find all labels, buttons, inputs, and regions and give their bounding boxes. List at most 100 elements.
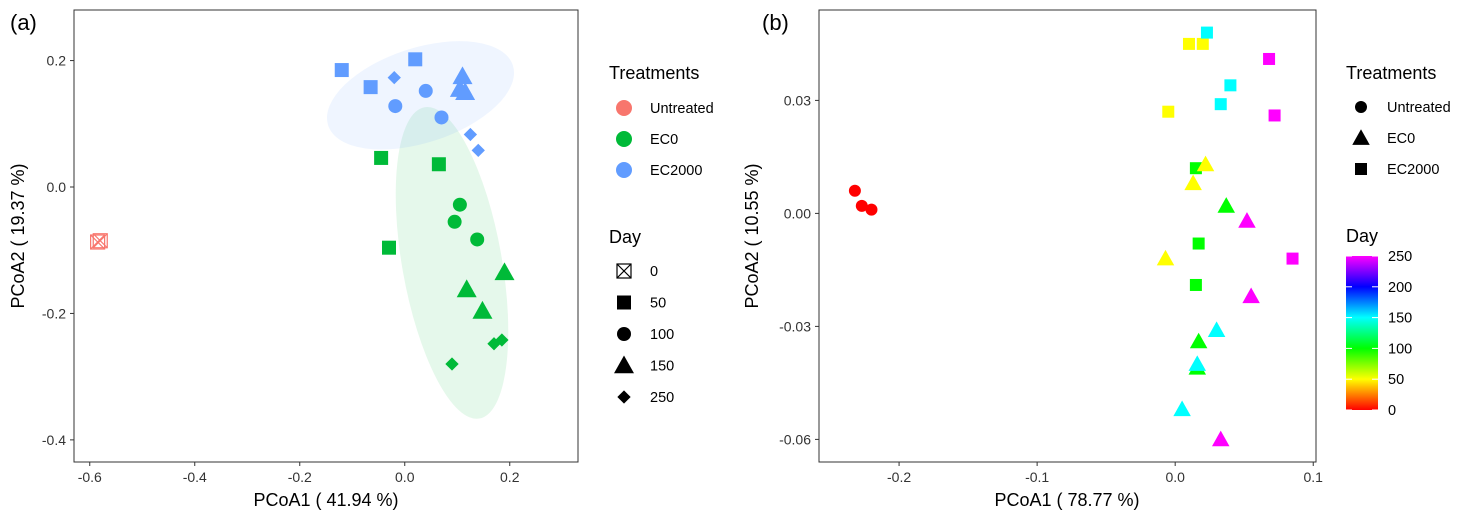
data-point-ec2000-day150 [1200, 26, 1213, 39]
data-point-ec2000-day100 [1189, 278, 1202, 291]
panel-b-x-tick-label: -0.2 [887, 469, 911, 485]
panel-a-label: (a) [10, 10, 37, 35]
data-point-ec0-day150 [1173, 400, 1191, 417]
data-point-ec2000-day250 [471, 143, 485, 157]
data-point-ec2000-day250 [1263, 52, 1276, 65]
panel-b-legend-treatments-title: Treatments [1346, 63, 1436, 83]
panel-a-y-ticks: -0.4 -0.2 0.0 0.2 [42, 53, 74, 448]
legend-key-untreated [616, 100, 632, 116]
data-point-ec2000-day150 [1214, 98, 1227, 111]
panel-b-y-tick-label: 0.00 [784, 205, 811, 221]
panel-a-x-tick-label: -0.4 [183, 469, 207, 485]
panel-a-legend-treatments-title: Treatments [609, 63, 699, 83]
colorbar-label-200: 200 [1388, 280, 1412, 296]
legend-label-ec2000: EC2000 [650, 163, 702, 179]
data-point-ec0-day150 [1188, 355, 1207, 371]
legend-label-ec0: EC0 [1387, 131, 1415, 147]
legend-label-day-150: 150 [650, 359, 674, 375]
panel-a-legend-day-title: Day [609, 227, 641, 247]
data-point-ec0-day250 [487, 337, 501, 351]
data-point-ec2000-day150 [1224, 79, 1237, 92]
legend-label-day-50: 50 [650, 296, 666, 312]
panel-b-x-tick-label: -0.1 [1025, 469, 1049, 485]
ellipse-ec0 [395, 106, 509, 419]
panel-b-y-tick-label: -0.06 [779, 431, 811, 447]
data-point-ec0-day150 [1207, 321, 1226, 337]
data-point-ec0-day50 [382, 240, 396, 255]
panel-b-legend-day-title: Day [1346, 226, 1378, 246]
colorbar-label-250: 250 [1388, 249, 1412, 265]
panel-a-y-tick-label: 0.0 [47, 179, 67, 195]
legend-label-untreated: Untreated [650, 101, 714, 117]
panel-b-points [848, 26, 1299, 447]
data-point-ec0-day100 [470, 232, 485, 247]
data-point-ec0-day250 [495, 333, 509, 347]
data-point-ec2000-day150 [452, 66, 473, 85]
legend-label-untreated: Untreated [1387, 100, 1451, 116]
data-point-ec2000-day250 [1286, 252, 1299, 265]
colorbar-label-150: 150 [1388, 311, 1412, 327]
data-point-ec2000-day50 [1196, 37, 1209, 50]
legend-key-day-150 [614, 355, 634, 374]
data-point-ec0-day100 [452, 197, 467, 212]
legend-label-day-100: 100 [650, 327, 674, 343]
data-point-ec2000-day50 [334, 63, 349, 78]
panel-a-x-axis-title: PCoA1 ( 41.94 %) [253, 490, 398, 510]
data-point-ec0-day100 [1189, 332, 1208, 349]
panel-a-y-tick-label: 0.2 [47, 53, 67, 69]
legend-key-day-250 [617, 390, 631, 404]
legend-key-day-50 [617, 295, 631, 310]
panel-b-x-tick-label: 0.1 [1304, 469, 1324, 485]
panel-a-y-tick-label: -0.2 [42, 305, 66, 321]
panel-b-legend: Treatments Untreated EC0 EC2000 Day 0 50 100… [1346, 63, 1451, 419]
panel-b-x-ticks: -0.2 -0.1 0.0 0.1 [887, 462, 1323, 485]
legend-label-ec2000: EC2000 [1387, 162, 1439, 178]
data-point-ec2000-day100 [418, 83, 433, 98]
data-point-ec2000-day50 [1162, 105, 1175, 118]
data-point-ec0-day50 [374, 150, 389, 165]
panel-a-x-tick-label: -0.6 [78, 469, 102, 485]
legend-key-ec2000 [616, 162, 632, 178]
panel-a-points [90, 52, 515, 371]
data-point-ec0-day50 [1156, 249, 1175, 266]
legend-key-ec0 [616, 131, 632, 147]
data-point-ec0-day250 [1211, 430, 1230, 447]
data-point-ec2000-day50 [363, 80, 378, 95]
data-point-ec0-day50 [1196, 155, 1215, 172]
legend-label-day-0: 0 [650, 264, 658, 280]
data-point-ec2000-day100 [434, 110, 449, 125]
colorbar-label-50: 50 [1388, 372, 1404, 388]
legend-key-ec0 [1352, 129, 1370, 145]
panel-b-plot-border [818, 9, 1317, 463]
data-point-ec2000-day100 [388, 99, 403, 114]
data-point-untreated-day0 [848, 184, 861, 197]
data-point-ec0-day100 [447, 214, 462, 229]
colorbar-label-0: 0 [1388, 403, 1396, 419]
data-point-ec2000-day50 [408, 52, 423, 67]
data-point-ec2000-day50 [1182, 37, 1195, 50]
colorbar-label-100: 100 [1388, 341, 1412, 357]
panel-a-ellipses [326, 41, 515, 419]
data-point-ec0-day250 [1238, 212, 1256, 228]
panel-a-plot-border [73, 9, 579, 463]
data-point-ec2000-day250 [1268, 109, 1281, 122]
legend-key-day-100 [617, 327, 631, 341]
data-point-ec0-day250 [1242, 287, 1260, 304]
data-point-ec0-day250 [445, 357, 459, 371]
panel-a-x-tick-label: 0.0 [395, 469, 415, 485]
panel-b-y-tick-label: 0.03 [784, 92, 811, 108]
data-point-ec0-day50 [1184, 174, 1202, 191]
panel-b-y-axis-title: PCoA2 ( 10.55 %) [742, 163, 762, 308]
legend-label-day-250: 250 [650, 390, 674, 406]
data-point-ec2000-day150 [455, 82, 476, 100]
legend-key-ec2000 [1355, 163, 1367, 175]
panel-a-x-ticks: -0.6 -0.4 -0.2 0.0 0.2 [78, 462, 520, 485]
panel-a: (a) -0.6 -0.4 -0.2 0.0 0.2 -0.4 -0.2 0.0 0.2 PC… [8, 9, 714, 510]
data-point-ec2000-day250 [387, 70, 401, 85]
day-colorbar [1346, 256, 1378, 410]
panel-b: (b) -0.2 -0.1 0.0 0.1 -0.06 -0.03 0.00 0.03 PC… [742, 9, 1451, 510]
panel-a-x-tick-label: 0.2 [500, 469, 520, 485]
data-point-ec0-day150 [472, 300, 493, 319]
panel-a-y-tick-label: -0.4 [42, 432, 66, 448]
